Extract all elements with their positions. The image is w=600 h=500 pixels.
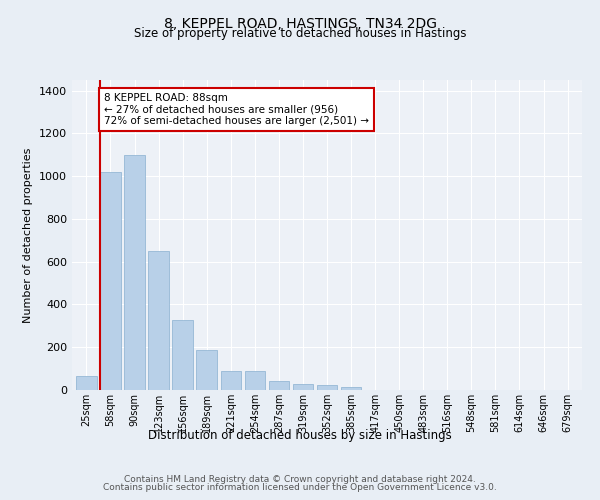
Text: Size of property relative to detached houses in Hastings: Size of property relative to detached ho… bbox=[134, 28, 466, 40]
Y-axis label: Number of detached properties: Number of detached properties bbox=[23, 148, 34, 322]
Bar bbox=[221, 371, 241, 390]
Bar bbox=[76, 376, 97, 390]
Bar bbox=[148, 252, 169, 390]
Text: Distribution of detached houses by size in Hastings: Distribution of detached houses by size … bbox=[148, 428, 452, 442]
Text: Contains public sector information licensed under the Open Government Licence v3: Contains public sector information licen… bbox=[103, 483, 497, 492]
Text: Contains HM Land Registry data © Crown copyright and database right 2024.: Contains HM Land Registry data © Crown c… bbox=[124, 476, 476, 484]
Bar bbox=[317, 386, 337, 390]
Bar bbox=[269, 381, 289, 390]
Bar bbox=[293, 384, 313, 390]
Bar bbox=[172, 320, 193, 390]
Text: 8 KEPPEL ROAD: 88sqm
← 27% of detached houses are smaller (956)
72% of semi-deta: 8 KEPPEL ROAD: 88sqm ← 27% of detached h… bbox=[104, 93, 369, 126]
Bar bbox=[341, 387, 361, 390]
Bar bbox=[124, 155, 145, 390]
Bar bbox=[100, 172, 121, 390]
Bar bbox=[245, 371, 265, 390]
Bar bbox=[196, 350, 217, 390]
Text: 8, KEPPEL ROAD, HASTINGS, TN34 2DG: 8, KEPPEL ROAD, HASTINGS, TN34 2DG bbox=[163, 18, 437, 32]
